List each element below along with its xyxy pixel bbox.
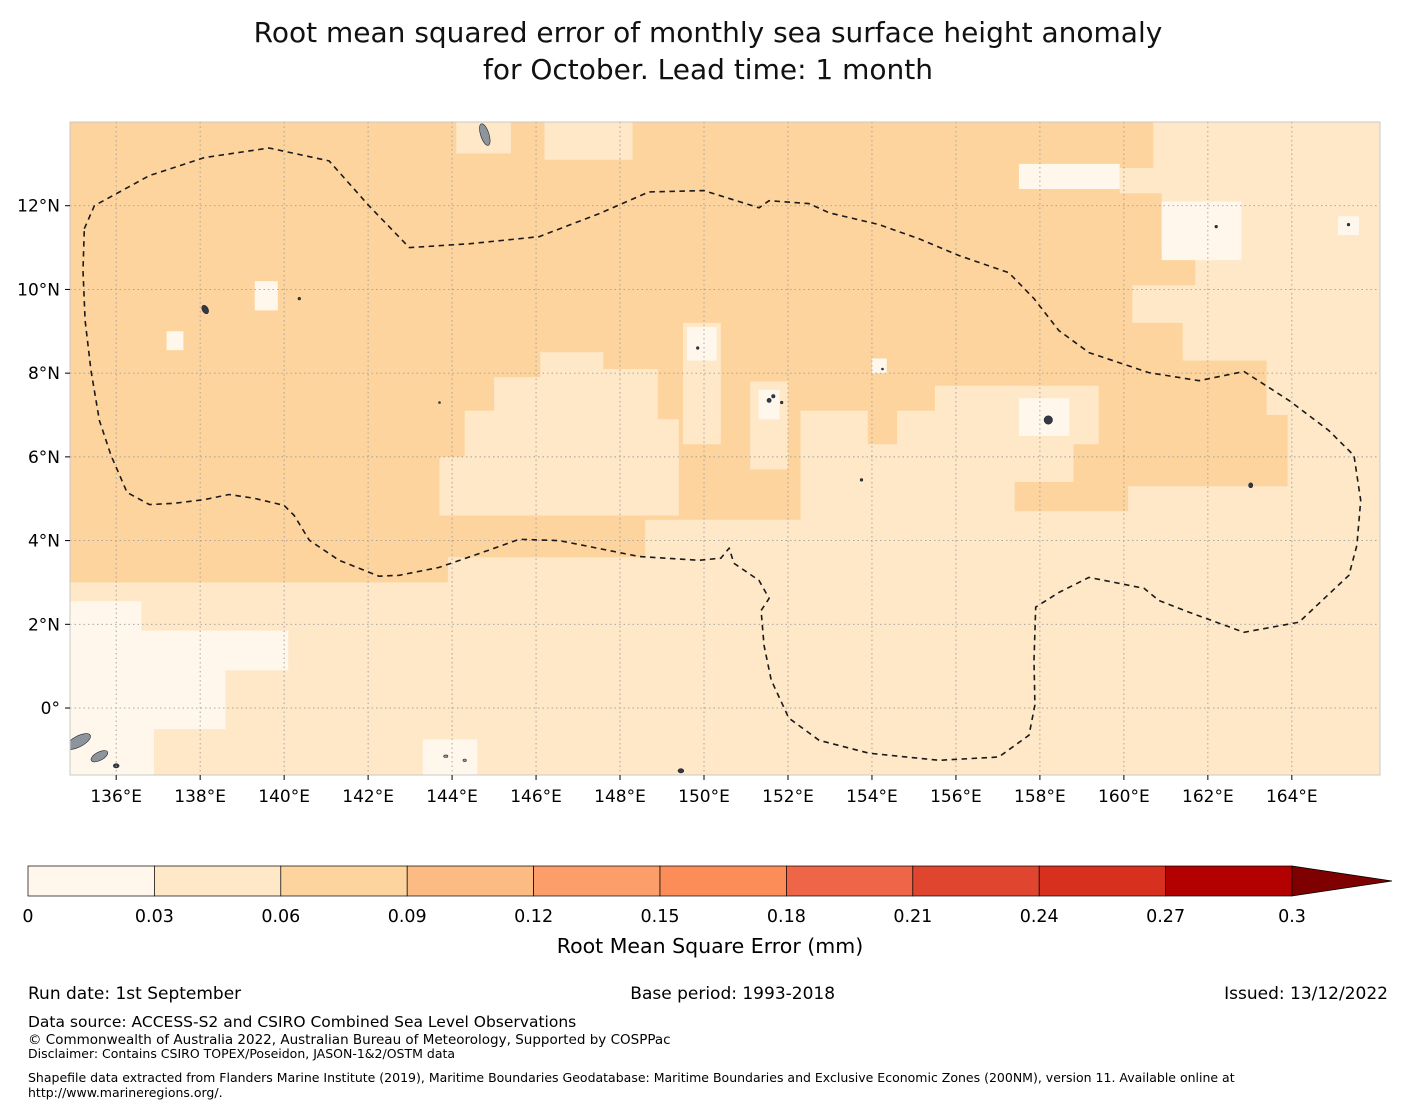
island-islet-4 <box>438 401 441 404</box>
x-tick-label: 148°E <box>594 787 646 807</box>
colorbar-segment <box>27 865 155 897</box>
island-sw-island-2 <box>90 750 109 763</box>
heatmap-region <box>422 739 478 775</box>
colorbar-label: Root Mean Square Error (mm) <box>557 934 863 958</box>
heatmap-region <box>544 122 633 160</box>
y-tick-label: 12°N <box>17 197 60 217</box>
colorbar-segment <box>406 865 534 897</box>
x-tick-label: 136°E <box>90 787 142 807</box>
colorbar-segment <box>280 865 408 897</box>
x-tick-label: 142°E <box>342 787 394 807</box>
heatmap-region <box>439 352 679 516</box>
colorbar-tick-label: 0 <box>22 907 33 927</box>
x-tick-label: 154°E <box>846 787 898 807</box>
island-guam <box>479 123 491 146</box>
colorbar-tick-label: 0.03 <box>135 907 174 927</box>
y-tick-label: 6°N <box>28 448 60 468</box>
x-tick-label: 158°E <box>1014 787 1066 807</box>
x-tick-label: 156°E <box>930 787 982 807</box>
disclaimer-text: Disclaimer: Contains CSIRO TOPEX/Poseido… <box>28 1046 456 1061</box>
island-chuuk-2 <box>771 394 776 399</box>
island-sw-island-1 <box>70 733 91 750</box>
island-kosrae <box>1248 482 1254 489</box>
base-period-text: Base period: 1993-2018 <box>630 984 836 1004</box>
heatmap-region <box>254 281 278 311</box>
colorbar-tick-label: 0.15 <box>641 907 680 927</box>
x-tick-label: 164°E <box>1266 787 1318 807</box>
colorbar-tick-label: 0.24 <box>1020 907 1059 927</box>
x-tick-label: 146°E <box>510 787 562 807</box>
y-tick-label: 0° <box>41 699 60 719</box>
colorbar-tick-label: 0.09 <box>388 907 427 927</box>
title-line-1: Root mean squared error of monthly sea s… <box>253 16 1163 49</box>
heatmap-region <box>1018 398 1070 436</box>
colorbar-segment <box>912 865 1040 897</box>
run-date-text: Run date: 1st September <box>28 984 242 1004</box>
island-chuuk-3 <box>780 400 784 405</box>
colorbar-tick-label: 0.27 <box>1146 907 1185 927</box>
title-line-2: for October. Lead time: 1 month <box>482 53 934 86</box>
island-s-islet-1 <box>443 754 449 758</box>
colorbar-tick-label: 0.3 <box>1278 907 1306 927</box>
heatmap-region <box>1161 201 1242 261</box>
heatmap-region <box>872 358 887 374</box>
island-s-islet-2 <box>462 758 467 762</box>
heatmap-region <box>758 389 780 420</box>
y-tick-label: 10°N <box>17 280 60 300</box>
island-ne-atoll-2 <box>1346 223 1351 227</box>
map-area <box>70 122 1380 775</box>
x-tick-label: 162°E <box>1182 787 1234 807</box>
colorbar-segment <box>786 865 914 897</box>
y-tick-label: 8°N <box>28 364 60 384</box>
heatmap-region <box>166 331 184 351</box>
colorbar-segment <box>1038 865 1166 897</box>
colorbar-tick-label: 0.21 <box>893 907 932 927</box>
plot-border <box>69 121 1381 776</box>
copyright-text: © Commonwealth of Australia 2022, Austra… <box>28 1032 671 1048</box>
island-islet-2 <box>859 478 864 482</box>
x-tick-label: 150°E <box>678 787 730 807</box>
x-tick-label: 140°E <box>258 787 310 807</box>
colorbar-segment <box>154 865 282 897</box>
island-yap <box>201 304 209 315</box>
island-islet-5 <box>696 346 700 350</box>
x-tick-label: 152°E <box>762 787 814 807</box>
heatmap-region <box>1018 163 1120 189</box>
colorbar-segment <box>533 865 661 897</box>
data-source-text: Data source: ACCESS-S2 and CSIRO Combine… <box>28 1013 577 1031</box>
island-s-islet-3 <box>677 768 685 774</box>
colorbar-extend-arrow <box>1291 865 1393 897</box>
x-tick-label: 138°E <box>174 787 226 807</box>
colorbar-segment <box>659 865 787 897</box>
x-tick-label: 160°E <box>1098 787 1150 807</box>
shapefile-attribution-text: Shapefile data extracted from Flanders M… <box>28 1070 1235 1100</box>
heatmap-region <box>687 327 717 361</box>
footer-row: Run date: 1st September Base period: 199… <box>28 984 1388 1004</box>
issued-text: Issued: 13/12/2022 <box>1224 984 1388 1004</box>
y-tick-label: 2°N <box>28 615 60 635</box>
island-islet-1 <box>297 297 301 301</box>
colorbar-tick-label: 0.12 <box>514 907 553 927</box>
colorbar-tick-label: 0.18 <box>767 907 806 927</box>
island-chuuk-1 <box>766 397 772 403</box>
colorbar-tick-label: 0.06 <box>261 907 300 927</box>
island-pohnpei <box>1043 415 1053 425</box>
colorbar-segment <box>1165 865 1293 897</box>
island-ne-atoll-1 <box>1214 225 1218 229</box>
island-islet-3 <box>881 367 884 371</box>
figure-title: Root mean squared error of monthly sea s… <box>0 14 1416 88</box>
heatmap-region <box>70 601 289 775</box>
y-tick-label: 4°N <box>28 532 60 552</box>
x-tick-label: 144°E <box>426 787 478 807</box>
